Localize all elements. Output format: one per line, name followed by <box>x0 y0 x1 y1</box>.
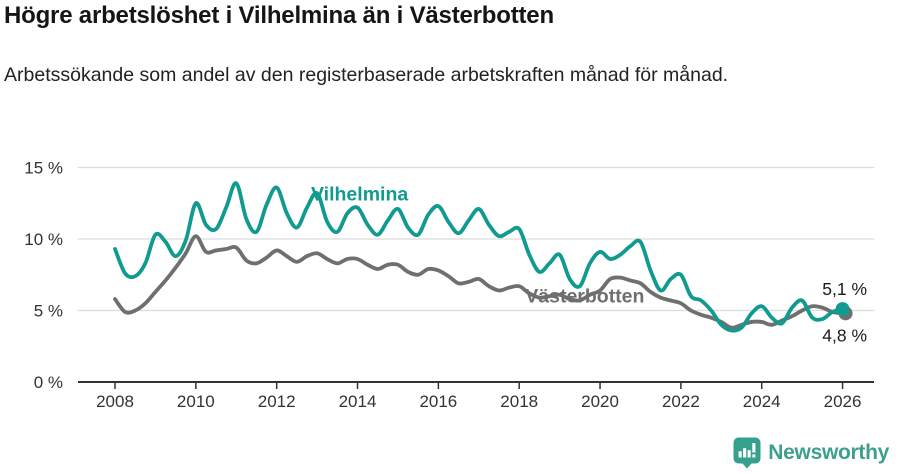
chart-title: Högre arbetslöshet i Vilhelmina än i Väs… <box>4 2 554 29</box>
end-value-label-vasterbotten: 4,8 % <box>822 325 867 345</box>
y-tick-label: 0 % <box>34 373 63 392</box>
series-line-vasterbotten <box>113 234 845 330</box>
x-tick-label: 2020 <box>581 392 619 411</box>
x-tick-label: 2008 <box>96 392 134 411</box>
series-line-vilhelmina <box>113 181 845 333</box>
x-tick-label: 2024 <box>743 392 781 411</box>
x-tick-label: 2018 <box>500 392 538 411</box>
series-label-vilhelmina: Vilhelmina <box>311 183 408 205</box>
series-endpoint-dot-vilhelmina <box>835 302 850 317</box>
x-tick-label: 2014 <box>339 392 377 411</box>
y-tick-label: 10 % <box>24 230 63 249</box>
x-tick-label: 2012 <box>258 392 296 411</box>
series-label-vasterbotten: Västerbotten <box>525 286 644 308</box>
chart-subtitle: Arbetssökande som andel av den registerb… <box>4 64 729 86</box>
newsworthy-brand-text: Newsworthy <box>768 441 889 464</box>
end-value-label-vilhelmina: 5,1 % <box>822 279 867 299</box>
newsworthy-logo-icon <box>733 437 761 469</box>
x-tick-label: 2026 <box>824 392 862 411</box>
x-tick-label: 2022 <box>662 392 700 411</box>
y-tick-label: 15 % <box>24 159 63 178</box>
newsworthy-brand: Newsworthy <box>733 437 889 469</box>
y-tick-label: 5 % <box>34 302 63 321</box>
x-tick-label: 2016 <box>419 392 457 411</box>
x-tick-label: 2010 <box>177 392 215 411</box>
